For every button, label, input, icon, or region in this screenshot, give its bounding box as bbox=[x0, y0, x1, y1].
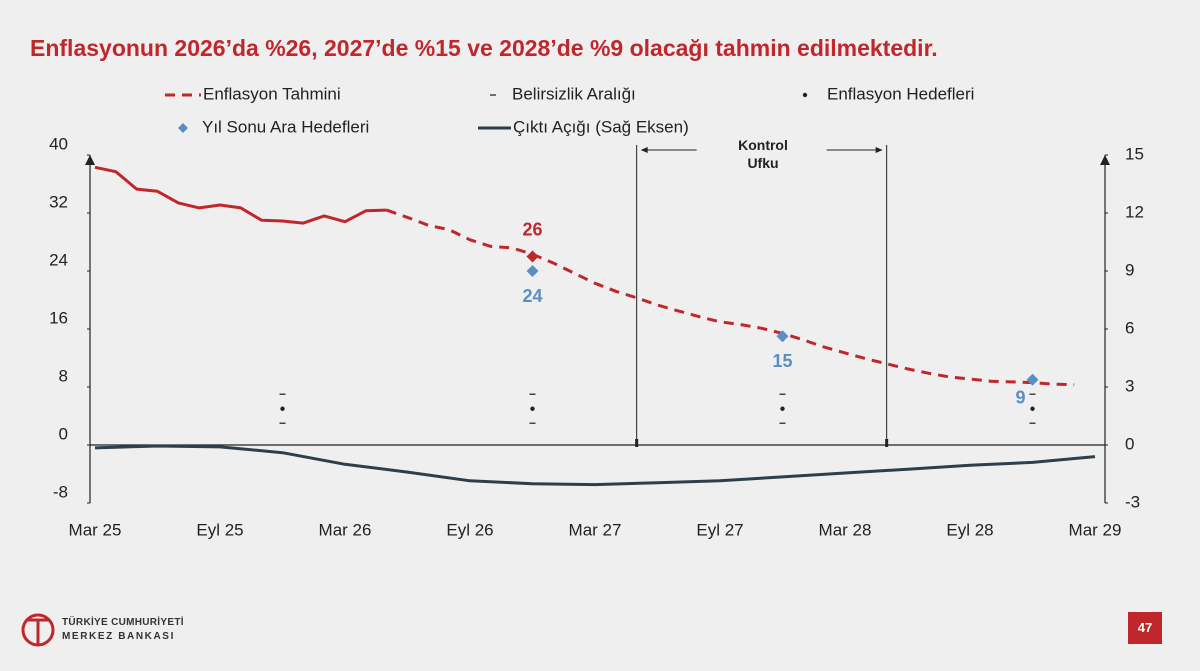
x-tick-label: Eyl 27 bbox=[696, 520, 743, 539]
x-tick-label: Mar 27 bbox=[569, 520, 622, 539]
y2-tick-label: 15 bbox=[1125, 144, 1144, 163]
horizon-arrow-head bbox=[640, 147, 648, 153]
y-tick-label: 0 bbox=[59, 424, 68, 443]
y-tick-label: 24 bbox=[49, 250, 68, 269]
y-tick-label: 32 bbox=[49, 192, 68, 211]
y-tick-label: 16 bbox=[49, 308, 68, 327]
diamond-marker bbox=[1026, 373, 1039, 386]
x-tick-label: Mar 28 bbox=[819, 520, 872, 539]
x-tick-label: Eyl 25 bbox=[196, 520, 243, 539]
y-tick-label: 8 bbox=[59, 366, 68, 385]
y2-tick-label: -3 bbox=[1125, 492, 1140, 511]
y2-tick-label: 6 bbox=[1125, 318, 1134, 337]
line bbox=[94, 165, 387, 225]
y2-tick-label: 0 bbox=[1125, 434, 1134, 453]
legend-label: Çıktı Açığı (Sağ Eksen) bbox=[513, 117, 689, 136]
diamond-marker bbox=[526, 250, 539, 263]
y-tick-label: 40 bbox=[49, 134, 68, 153]
x-tick-label: Eyl 26 bbox=[446, 520, 493, 539]
dot-marker bbox=[530, 406, 535, 411]
y2-tick-label: 3 bbox=[1125, 376, 1134, 395]
legend-label: Enflasyon Hedefleri bbox=[827, 84, 974, 103]
bank-name-line1: TÜRKİYE CUMHURİYETİ bbox=[62, 617, 184, 628]
legend-swatch bbox=[178, 123, 188, 133]
diamond-marker bbox=[526, 265, 539, 277]
control-horizon-label: Kontrol Ufku bbox=[738, 137, 788, 171]
legend-swatch bbox=[802, 92, 808, 98]
y-tick-label: -8 bbox=[53, 482, 68, 501]
data-label: 26 bbox=[522, 219, 542, 239]
dot-marker bbox=[780, 406, 785, 411]
x-tick-label: Mar 29 bbox=[1069, 520, 1122, 539]
line bbox=[386, 208, 1075, 387]
dot-marker bbox=[280, 406, 285, 411]
legend-label: Yıl Sonu Ara Hedefleri bbox=[202, 117, 369, 136]
page-number: 47 bbox=[1128, 612, 1162, 644]
x-tick-label: Mar 26 bbox=[319, 520, 372, 539]
y2-tick-label: 12 bbox=[1125, 202, 1144, 221]
y2-axis-arrow bbox=[1100, 155, 1110, 165]
x-tick-label: Eyl 28 bbox=[946, 520, 993, 539]
data-label: 24 bbox=[522, 286, 542, 306]
horizon-arrow-head bbox=[875, 147, 883, 153]
bank-name-line2: MERKEZ BANKASI bbox=[62, 631, 175, 642]
line bbox=[94, 444, 1096, 487]
dot-marker bbox=[1030, 406, 1035, 411]
y2-tick-label: 9 bbox=[1125, 260, 1134, 279]
logo bbox=[21, 613, 55, 647]
y-axis-arrow bbox=[85, 155, 95, 165]
data-label: 9 bbox=[1015, 388, 1025, 408]
legend-label: Belirsizlik Aralığı bbox=[512, 84, 636, 103]
diamond-marker bbox=[776, 330, 789, 343]
chart-title: Enflasyonun 2026’da %26, 2027’de %15 ve … bbox=[30, 35, 938, 61]
legend-label: Enflasyon Tahmini bbox=[203, 84, 341, 103]
data-label: 15 bbox=[772, 351, 792, 371]
x-tick-label: Mar 25 bbox=[69, 520, 122, 539]
